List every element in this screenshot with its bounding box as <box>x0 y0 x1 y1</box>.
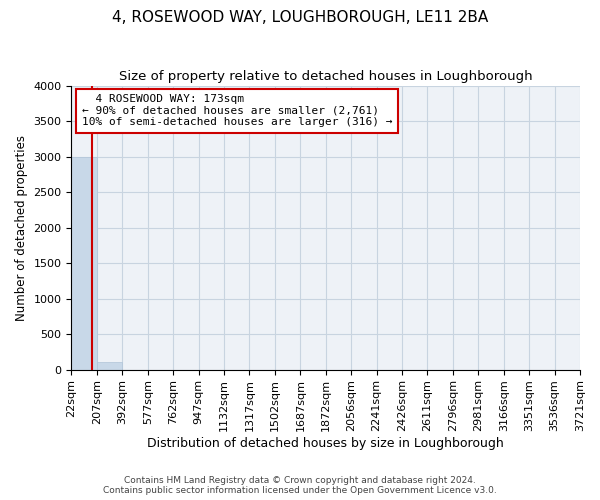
Text: 4 ROSEWOOD WAY: 173sqm
← 90% of detached houses are smaller (2,761)
10% of semi-: 4 ROSEWOOD WAY: 173sqm ← 90% of detached… <box>82 94 392 128</box>
Bar <box>71 156 97 370</box>
Bar <box>97 362 122 370</box>
Text: 4, ROSEWOOD WAY, LOUGHBOROUGH, LE11 2BA: 4, ROSEWOOD WAY, LOUGHBOROUGH, LE11 2BA <box>112 10 488 25</box>
X-axis label: Distribution of detached houses by size in Loughborough: Distribution of detached houses by size … <box>148 437 504 450</box>
Title: Size of property relative to detached houses in Loughborough: Size of property relative to detached ho… <box>119 70 533 83</box>
Text: Contains HM Land Registry data © Crown copyright and database right 2024.
Contai: Contains HM Land Registry data © Crown c… <box>103 476 497 495</box>
Y-axis label: Number of detached properties: Number of detached properties <box>15 134 28 320</box>
